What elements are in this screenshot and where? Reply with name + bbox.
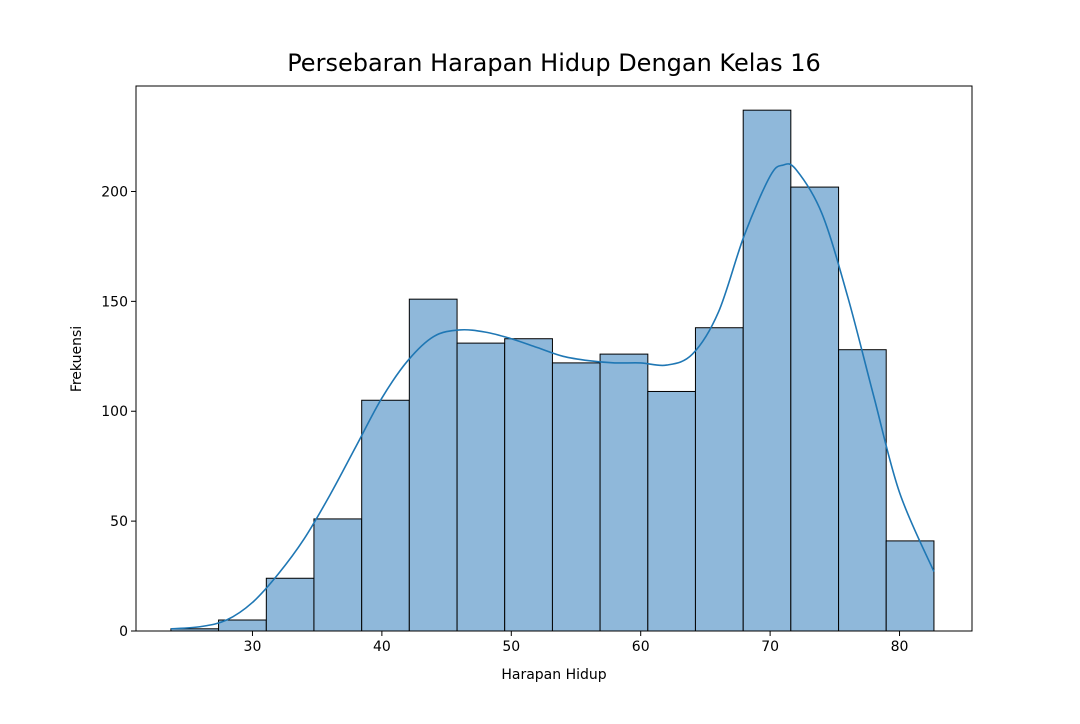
x-tick-label: 40	[373, 639, 391, 655]
histogram-bar	[647, 390, 696, 632]
histogram-bar	[218, 619, 267, 632]
histogram-bar	[838, 349, 887, 632]
x-axis: 30 40 50 60 70 80	[244, 631, 909, 655]
histogram-bar	[742, 109, 792, 632]
bars-layer	[170, 109, 935, 632]
histogram-bar	[694, 327, 744, 632]
y-axis: 0 50 100 150 200	[101, 184, 136, 640]
y-tick-label: 50	[110, 514, 128, 530]
histogram-bar	[504, 338, 553, 632]
x-tick-label: 80	[891, 639, 909, 655]
x-tick-label: 60	[632, 639, 650, 655]
chart-title: Persebaran Harapan Hidup Dengan Kelas 16	[287, 49, 821, 77]
y-tick-label: 100	[101, 404, 128, 420]
histogram-bar	[408, 298, 458, 632]
histogram-bar	[456, 342, 506, 632]
kde-curve	[170, 163, 935, 630]
histogram-bar	[599, 353, 649, 632]
histogram-bar	[313, 518, 363, 632]
y-axis-label: Frekuensi	[69, 326, 85, 392]
y-tick-label: 0	[119, 624, 128, 640]
y-tick-label: 200	[101, 184, 128, 200]
histogram-bar	[361, 399, 410, 632]
x-axis-label: Harapan Hidup	[501, 667, 606, 683]
histogram-bar	[551, 362, 601, 632]
histogram-bar	[265, 577, 315, 632]
x-tick-label: 30	[244, 639, 262, 655]
histogram-bar	[790, 186, 840, 632]
x-tick-label: 70	[761, 639, 779, 655]
plot-area-frame	[135, 85, 973, 632]
x-tick-label: 50	[502, 639, 520, 655]
y-tick-label: 150	[101, 294, 128, 310]
